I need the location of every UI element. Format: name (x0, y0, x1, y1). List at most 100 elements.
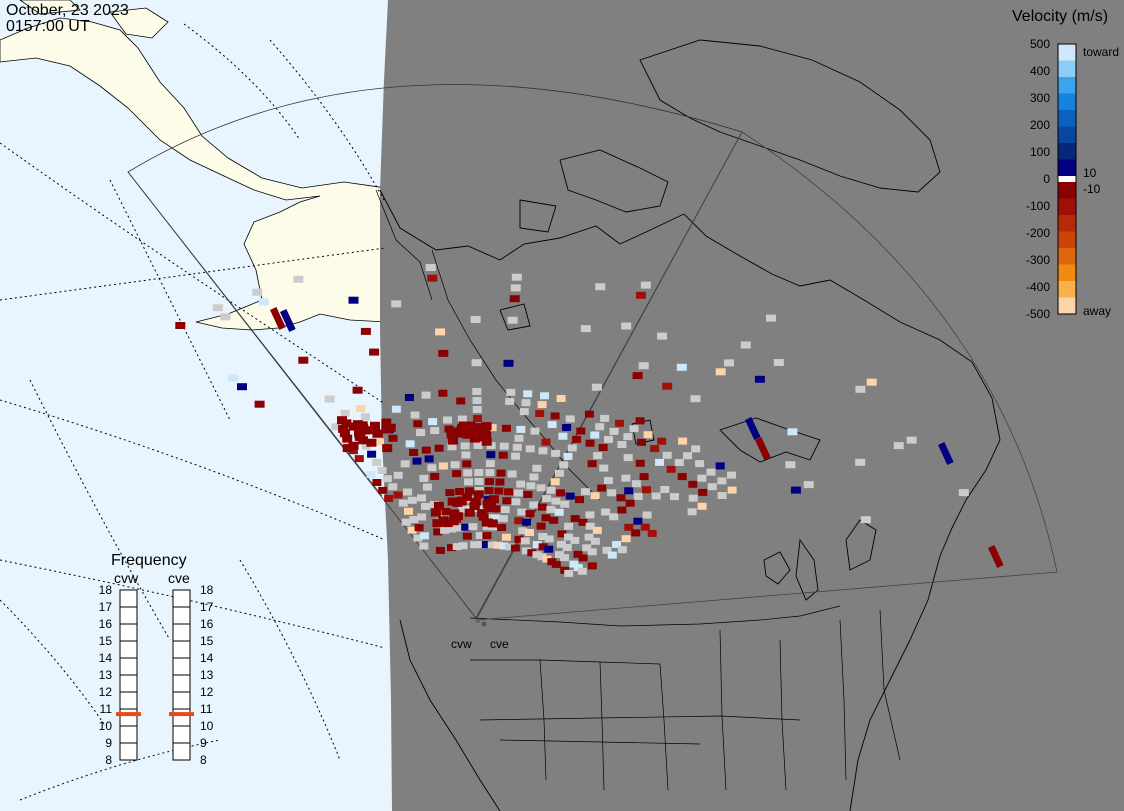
backscatter-cell (549, 516, 559, 524)
backscatter-cell (404, 507, 413, 515)
backscatter-cell (698, 488, 708, 496)
colorbar-tick-label: 200 (1030, 118, 1050, 132)
backscatter-cell (537, 503, 547, 511)
backscatter-cell (338, 424, 349, 433)
backscatter-cell (461, 424, 472, 433)
backscatter-cell (585, 439, 595, 447)
backscatter-cell (581, 488, 590, 496)
backscatter-cell (785, 461, 796, 469)
backscatter-cell (422, 483, 432, 491)
backscatter-cell (469, 434, 480, 443)
backscatter-cell (570, 515, 580, 523)
colorbar-tick-label: 0 (1043, 172, 1050, 186)
frequency-cell (172, 606, 191, 625)
backscatter-cell (624, 487, 634, 495)
backscatter-cell (727, 471, 736, 479)
backscatter-cell (484, 487, 494, 495)
backscatter-cell (604, 435, 613, 443)
backscatter-cell (638, 362, 649, 370)
backscatter-cell (475, 532, 485, 539)
backscatter-cell (906, 436, 917, 444)
frequency-tick-label: 15 (99, 634, 113, 648)
backscatter-cell (662, 451, 672, 459)
backscatter-cell (419, 474, 429, 482)
backscatter-cell (541, 514, 551, 522)
backscatter-cell (507, 316, 518, 324)
backscatter-cell (470, 541, 480, 549)
backscatter-cell (372, 458, 382, 466)
backscatter-cell (448, 436, 458, 445)
backscatter-cell (252, 288, 263, 296)
backscatter-cell (623, 433, 633, 441)
backscatter-cell (443, 416, 452, 424)
backscatter-cell (482, 500, 493, 508)
backscatter-cell (476, 541, 485, 548)
colorbar-away-label: away (1083, 304, 1111, 318)
frequency-tick-label: 14 (99, 651, 113, 665)
backscatter-cell (494, 487, 504, 495)
backscatter-cell (573, 564, 583, 572)
date-label: October, 23 2023 (6, 2, 129, 19)
backscatter-cell (607, 551, 617, 559)
backscatter-cell (584, 410, 594, 418)
backscatter-cell (766, 314, 776, 322)
backscatter-cell (635, 291, 646, 299)
frequency-bars: 18 17 16 15 14 13 12 11 10 9 8 18 17 16 15 14 13 12 11 10 9 8 (99, 583, 214, 767)
frequency-cell (119, 708, 138, 727)
frequency-tick-label: 8 (200, 753, 207, 767)
backscatter-cell (562, 424, 572, 431)
backscatter-cell (482, 532, 492, 540)
backscatter-cell (414, 524, 424, 532)
backscatter-cell (570, 536, 580, 544)
backscatter-cell (433, 528, 443, 536)
backscatter-cell (473, 415, 482, 422)
backscatter-cell (562, 544, 572, 551)
backscatter-cell (487, 424, 497, 432)
backscatter-cell (469, 501, 480, 510)
backscatter-cell (893, 442, 904, 450)
backscatter-cell (592, 526, 602, 534)
backscatter-cell (372, 479, 382, 486)
backscatter-cell (419, 542, 429, 550)
backscatter-cell (445, 489, 455, 497)
backscatter-cell (501, 533, 511, 541)
backscatter-cell (538, 447, 548, 455)
backscatter-cell (612, 541, 622, 548)
backscatter-cell (447, 544, 456, 552)
backscatter-cell (342, 434, 353, 443)
backscatter-cell (472, 406, 482, 413)
backscatter-cell (511, 452, 521, 460)
backscatter-cell (866, 378, 877, 386)
backscatter-cell (602, 546, 612, 554)
backscatter-cell (542, 555, 552, 563)
backscatter-cell (298, 356, 309, 364)
backscatter-cell (517, 508, 527, 516)
backscatter-cell (657, 437, 667, 445)
backscatter-cell (988, 545, 1004, 568)
backscatter-cell (558, 432, 568, 440)
backscatter-cell (462, 532, 472, 540)
backscatter-cell (470, 316, 481, 323)
backscatter-cell (635, 459, 645, 467)
backscatter-cell (175, 322, 186, 329)
backscatter-cell (483, 505, 493, 513)
frequency-legend: Frequency cvw cve 1817161514131211109818… (99, 552, 214, 767)
frequency-tick-label: 15 (200, 634, 214, 648)
radar-site-marker-cvw (481, 621, 487, 627)
frequency-cell (119, 691, 138, 710)
frequency-marker (169, 712, 194, 717)
backscatter-cell (404, 394, 414, 401)
backscatter-cell (472, 397, 482, 404)
backscatter-cell (639, 473, 649, 481)
backscatter-cell (279, 309, 296, 332)
backscatter-cell (421, 502, 430, 510)
backscatter-cell (516, 480, 526, 488)
backscatter-cell (498, 451, 508, 459)
backscatter-cell (464, 478, 473, 486)
backscatter-cell (584, 533, 594, 541)
backscatter-cell (590, 431, 600, 439)
backscatter-cell (516, 425, 526, 433)
backscatter-cell (331, 423, 341, 431)
colorbar-cell-positive (1058, 143, 1076, 160)
frequency-tick-label: 16 (200, 617, 214, 631)
